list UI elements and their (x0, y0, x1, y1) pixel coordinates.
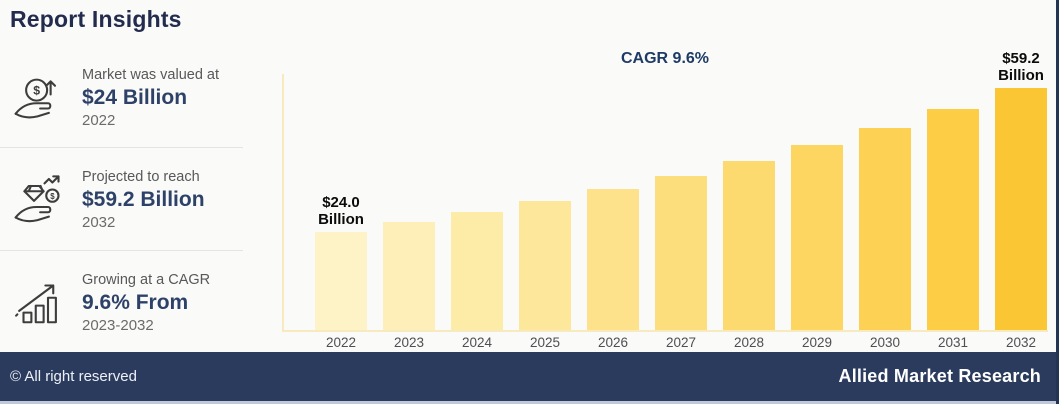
hand-diamond-dollar-icon: $ (12, 171, 70, 229)
growth-bars-arrow-icon (12, 274, 70, 332)
bar-column-2023 (383, 222, 435, 330)
bar-column-2025 (519, 201, 571, 330)
x-tick-label: 2026 (597, 335, 629, 350)
insight-item-cagr: Growing at a CAGR 9.6% From 2023-2032 (0, 257, 256, 349)
insight-value: $24 Billion (82, 86, 188, 109)
insight-period: 2022 (82, 112, 116, 129)
right-edge-strip (1056, 0, 1059, 404)
x-tick-label: 2027 (665, 335, 697, 350)
x-tick-label: 2023 (393, 335, 425, 350)
x-tick-label: 2029 (801, 335, 833, 350)
bar-2028 (723, 161, 775, 330)
hand-coin-growth-icon: $ (12, 69, 70, 127)
bar-column-2022: $24.0 Billion (315, 195, 367, 330)
bar-2031 (927, 109, 979, 330)
bar-2024 (451, 212, 503, 330)
brand-name: Allied Market Research (838, 366, 1041, 386)
divider (0, 147, 243, 148)
x-tick-label: 2030 (869, 335, 901, 350)
bar-2025 (519, 201, 571, 330)
year-axis: 2022 2023 2024 2025 2026 2027 2028 2029 2030 2031… (282, 335, 1048, 350)
bar-2026 (587, 189, 639, 330)
bar-value-label: $24.0 Billion (318, 194, 364, 229)
x-tick-label: 2024 (461, 335, 493, 350)
market-bar-chart: CAGR 9.6% $24.0 Billion $59.2 Billion 202… (282, 50, 1048, 350)
x-tick-label: 2031 (937, 335, 969, 350)
insight-value: 9.6% From (82, 291, 189, 314)
bar-column-2029 (791, 145, 843, 330)
insight-label: Market was valued at (82, 67, 220, 83)
bar-2022 (315, 232, 367, 330)
bar-column-2031 (927, 109, 979, 330)
bar-2023 (383, 222, 435, 330)
bar-column-2026 (587, 189, 639, 330)
bar-column-2024 (451, 212, 503, 330)
x-tick-label: 2025 (529, 335, 561, 350)
bar-column-2032: $59.2 Billion (995, 51, 1047, 330)
bar-column-2027 (655, 176, 707, 330)
chart-title-cagr: CAGR 9.6% (620, 50, 710, 67)
insight-period: 2032 (82, 214, 116, 231)
insight-item-market-value: $ Market was valued at $24 Billion 2022 (0, 52, 256, 144)
insight-label: Growing at a CAGR (82, 272, 211, 288)
insight-value: $59.2 Billion (82, 188, 205, 211)
svg-text:$: $ (50, 192, 55, 201)
footer-bar: © All right reserved Allied Market Resea… (0, 352, 1059, 404)
bar-2030 (859, 128, 911, 330)
bar-column-2028 (723, 161, 775, 330)
bar-plot: $24.0 Billion $59.2 Billion (282, 51, 1048, 332)
insight-label: Projected to reach (82, 169, 200, 185)
x-tick-label: 2022 (325, 335, 357, 350)
bar-value-label: $59.2 Billion (998, 50, 1044, 85)
bar-2029 (791, 145, 843, 330)
x-tick-label: 2028 (733, 335, 765, 350)
bar-2027 (655, 176, 707, 330)
insight-item-projection: $ Projected to reach $59.2 Billion 2032 (0, 154, 256, 246)
insight-period: 2023-2032 (82, 317, 154, 334)
bar-column-2030 (859, 128, 911, 330)
x-tick-label: 2032 (1005, 335, 1037, 350)
bar-2032 (995, 88, 1047, 330)
copyright-text: © All right reserved (10, 368, 137, 385)
divider (0, 250, 243, 251)
svg-text:$: $ (33, 84, 40, 98)
page-title: Report Insights (10, 6, 182, 32)
